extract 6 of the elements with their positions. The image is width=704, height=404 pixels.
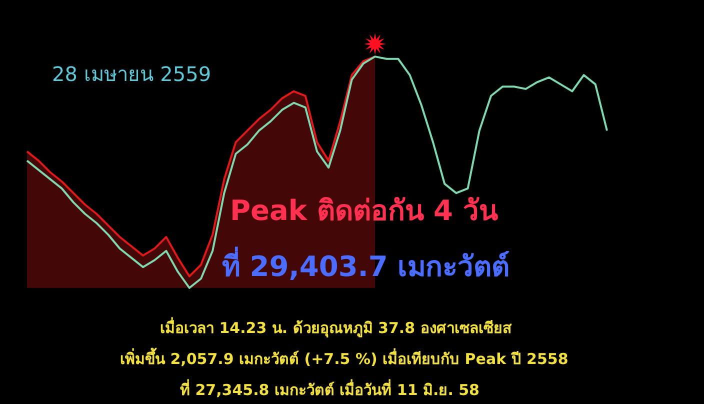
text: เพิ่มขึ้น 2,057.9 เมกะวัตต์ (+7.5 %) เมื่อเทียบกับ Peak ปี 2558 xyxy=(120,347,568,370)
annotation: Peak ติดต่อกัน 4 วัน xyxy=(230,193,498,229)
chart-title: 28 เมษายน 2559 xyxy=(52,61,212,88)
text: ที่ 27,345.8 เมกะวัตต์ เมื่อวันที่ 11 มิ.ย. 58 xyxy=(180,378,480,401)
text: เมื่อเวลา 14.23 น. ด้วยอุณหภูมิ 37.8 องศาเซลเซียส xyxy=(160,316,512,340)
annotation: ที่ 29,403.7 เมกะวัตต์ xyxy=(222,246,510,285)
